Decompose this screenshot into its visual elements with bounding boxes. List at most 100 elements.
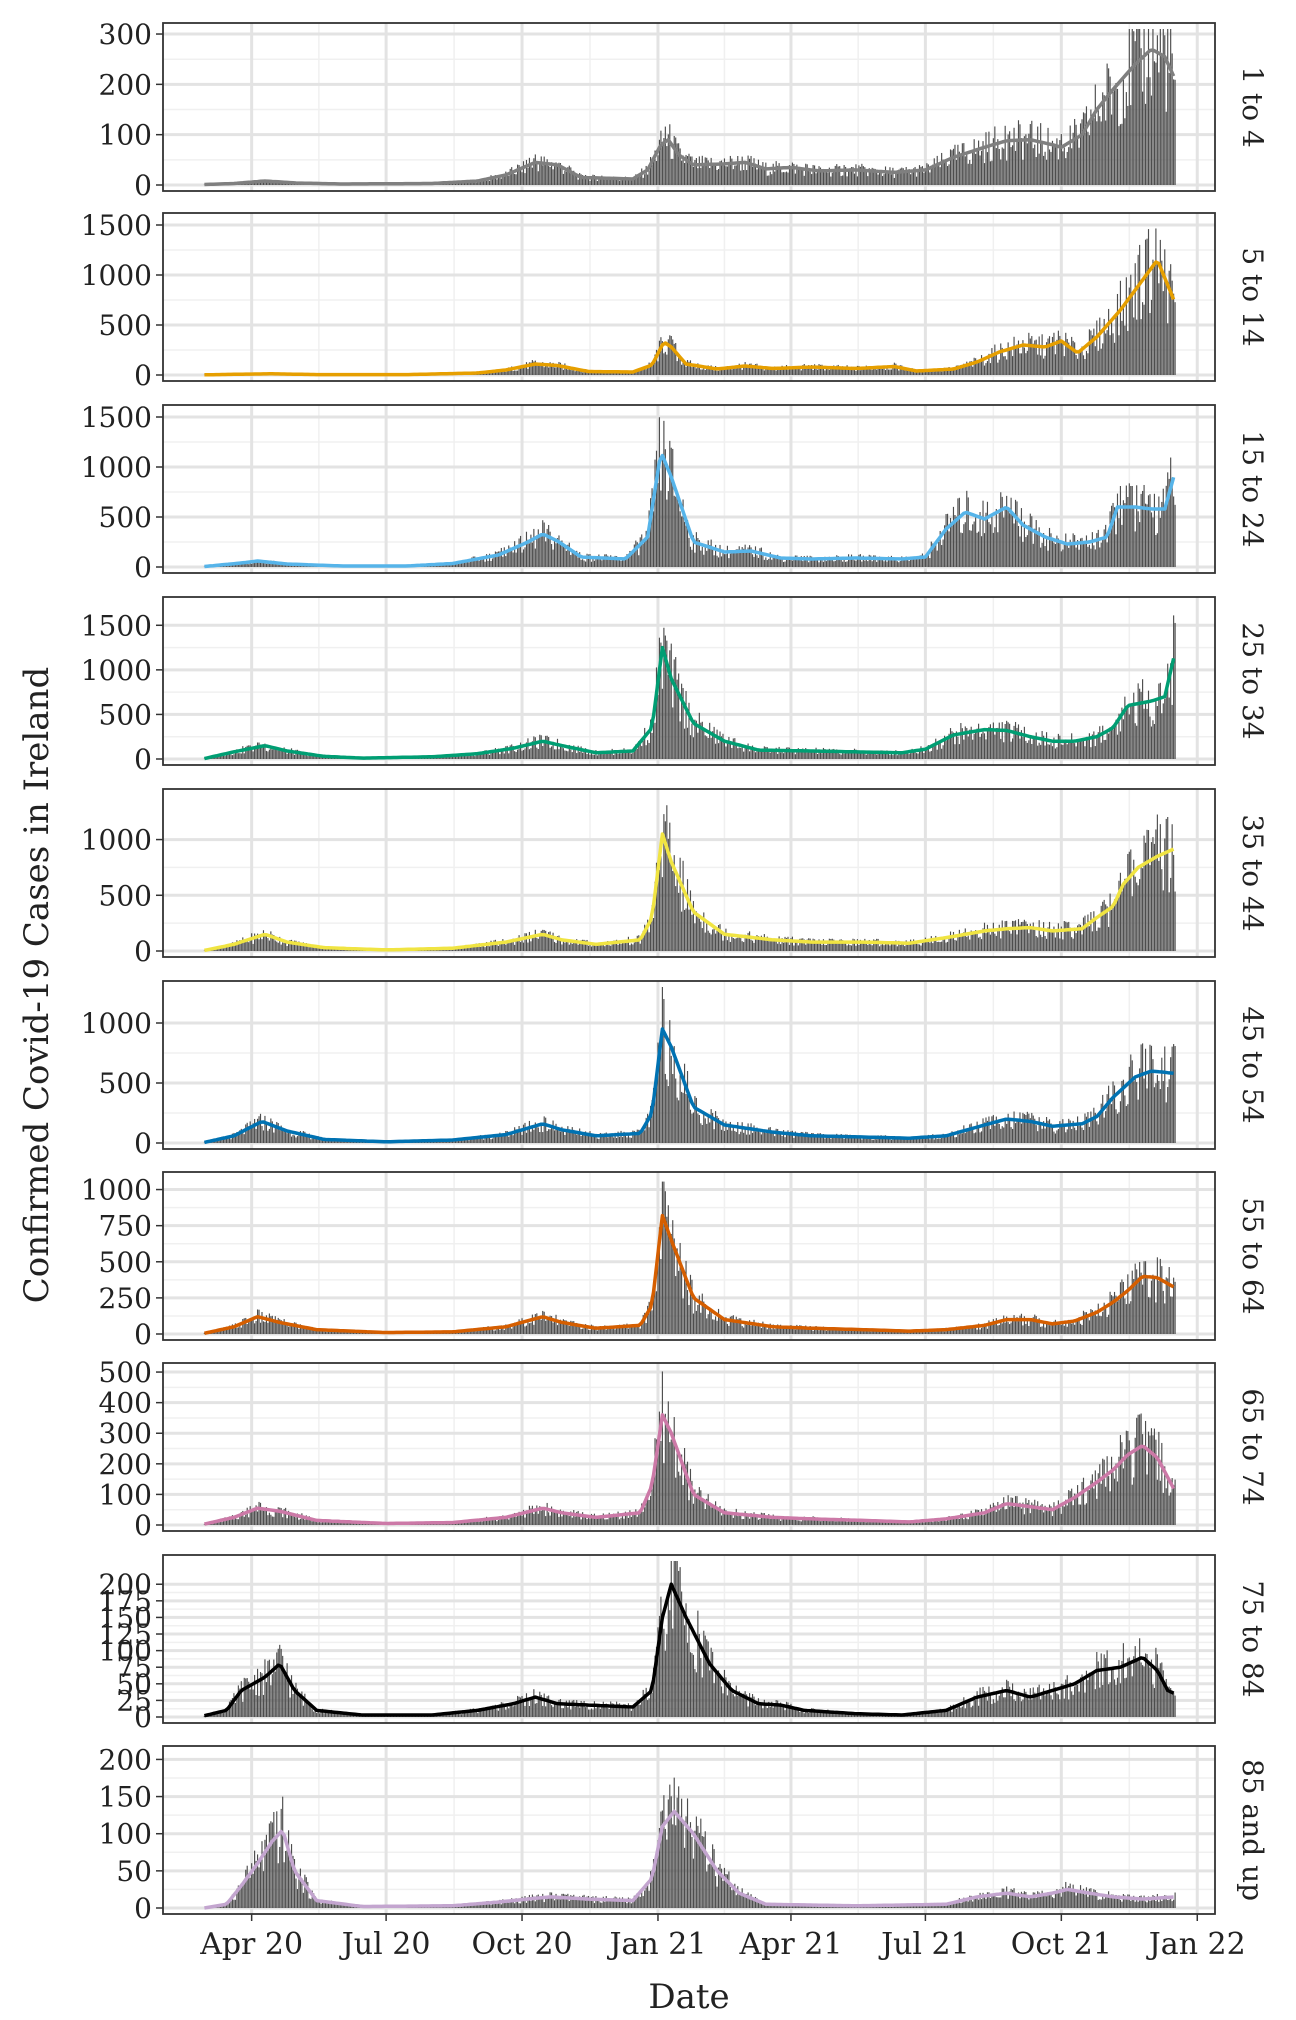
daily-bar <box>248 1517 249 1525</box>
daily-bar <box>538 1127 539 1143</box>
daily-bar <box>250 1121 251 1143</box>
daily-bar <box>1135 263 1136 375</box>
daily-bar <box>946 943 947 951</box>
daily-bar <box>272 1516 273 1525</box>
daily-bar <box>985 513 986 567</box>
daily-bar <box>606 1330 607 1334</box>
daily-bar <box>1046 939 1047 951</box>
daily-bar <box>1123 719 1124 759</box>
daily-bar <box>1016 501 1017 567</box>
daily-bar <box>1102 726 1103 759</box>
daily-bar <box>693 1112 694 1143</box>
daily-bar <box>258 939 259 951</box>
daily-bar <box>597 1139 598 1144</box>
daily-bar <box>516 553 517 567</box>
daily-bar <box>733 938 734 951</box>
facet-label: 35 to 44 <box>1236 814 1269 931</box>
daily-bar <box>739 163 740 185</box>
daily-bar <box>662 1182 663 1334</box>
daily-bar <box>789 1135 790 1143</box>
daily-bar <box>909 754 910 759</box>
daily-bar <box>552 1323 553 1334</box>
daily-bar <box>566 942 567 951</box>
daily-bar <box>1136 485 1137 567</box>
daily-bar <box>1005 921 1006 951</box>
daily-bar <box>1027 1112 1028 1143</box>
daily-bar <box>770 1127 771 1143</box>
daily-bar <box>780 167 781 185</box>
daily-bar <box>628 558 629 567</box>
daily-bar <box>1105 525 1106 567</box>
daily-bar <box>753 158 754 185</box>
daily-bar <box>1070 741 1071 759</box>
daily-bar <box>971 1123 972 1143</box>
daily-bar <box>917 1139 918 1143</box>
daily-bar <box>860 370 861 375</box>
daily-bar <box>572 944 573 951</box>
daily-bar <box>662 689 663 759</box>
daily-bar <box>736 369 737 375</box>
daily-bar <box>1087 1315 1088 1334</box>
daily-bar <box>780 752 781 759</box>
daily-bar <box>743 942 744 951</box>
daily-bar <box>1142 491 1143 567</box>
daily-bar <box>603 754 604 759</box>
daily-bar <box>1111 115 1112 185</box>
daily-bar <box>671 159 672 185</box>
daily-bar <box>483 181 484 185</box>
daily-bar <box>1117 1114 1118 1143</box>
daily-bar <box>264 935 265 951</box>
daily-bar <box>1114 899 1115 951</box>
daily-bar <box>881 945 882 951</box>
daily-bar <box>1099 726 1100 759</box>
daily-bar <box>1164 1046 1165 1143</box>
daily-bar <box>677 878 678 951</box>
daily-bar <box>693 1314 694 1334</box>
daily-bar <box>236 1328 237 1334</box>
daily-bar <box>1157 1257 1158 1334</box>
facet-label: 5 to 14 <box>1236 247 1269 346</box>
daily-bar <box>821 945 822 951</box>
daily-bar <box>1022 1113 1023 1143</box>
daily-bar <box>289 1326 290 1334</box>
daily-bar <box>619 1137 620 1143</box>
daily-bar <box>513 1135 514 1143</box>
daily-bar <box>991 348 992 375</box>
daily-bar <box>813 370 814 375</box>
daily-bar <box>601 945 602 951</box>
daily-bar <box>550 748 551 759</box>
daily-bar <box>1117 735 1118 759</box>
daily-bar <box>1107 542 1108 567</box>
daily-bar <box>1067 922 1068 951</box>
daily-bar <box>963 740 964 759</box>
daily-bar <box>604 754 605 760</box>
daily-bar <box>691 724 692 759</box>
y-tick-label: 1000 <box>81 824 152 857</box>
daily-bar <box>260 1114 261 1143</box>
daily-bar <box>734 1131 735 1143</box>
daily-bar <box>638 555 639 567</box>
daily-bar <box>916 177 917 185</box>
daily-bar <box>223 948 224 951</box>
daily-bar <box>980 1329 981 1334</box>
daily-bar <box>777 944 778 951</box>
daily-bar <box>1062 550 1063 567</box>
daily-bar <box>649 743 650 759</box>
daily-bar <box>507 943 508 951</box>
daily-bar <box>1021 1124 1022 1143</box>
daily-bar <box>711 738 712 759</box>
daily-bar <box>940 1331 941 1334</box>
daily-bar <box>477 182 478 185</box>
daily-bar <box>742 1326 743 1334</box>
daily-bar <box>620 753 621 759</box>
daily-bar <box>857 176 858 185</box>
daily-bar <box>931 751 932 759</box>
daily-bar <box>1049 150 1050 186</box>
daily-bar <box>501 179 502 185</box>
daily-bar <box>910 753 911 759</box>
daily-bar <box>1101 543 1102 567</box>
daily-bar <box>714 1320 715 1334</box>
daily-bar <box>1049 1119 1050 1143</box>
daily-bar <box>790 167 791 185</box>
